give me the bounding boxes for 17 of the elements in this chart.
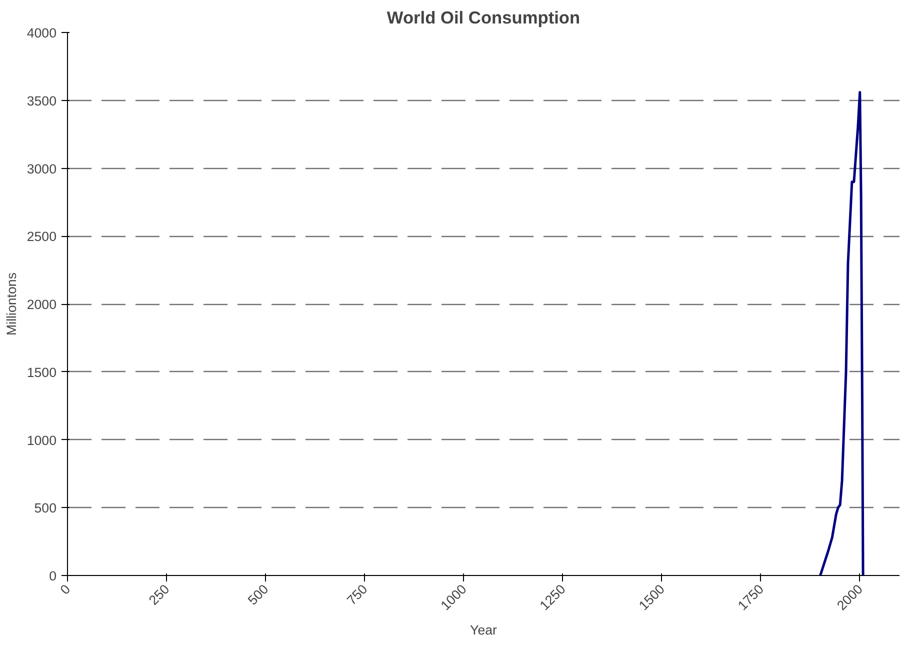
y-tick-label: 3500 bbox=[26, 93, 57, 108]
y-tick-label: 2500 bbox=[26, 229, 57, 244]
y-tick-label: 4000 bbox=[26, 26, 57, 40]
y-axis-title: Milliontons bbox=[4, 272, 19, 336]
y-tick-label: 0 bbox=[49, 568, 57, 584]
x-axis-title: Year bbox=[470, 622, 498, 638]
y-tick-label: 500 bbox=[34, 500, 57, 516]
x-tick-label: 500 bbox=[244, 582, 272, 608]
line-series bbox=[819, 90, 864, 576]
y-tick-label: 3000 bbox=[26, 161, 57, 176]
chart-title: World Oil Consumption bbox=[386, 8, 580, 28]
x-tick-label: 750 bbox=[344, 582, 370, 608]
x-tick-label: 0 bbox=[57, 582, 74, 598]
y-tick-label: 1000 bbox=[26, 432, 57, 448]
x-tick-label: 250 bbox=[146, 582, 172, 608]
y-tick-label: 1500 bbox=[26, 364, 57, 380]
y-tick-label: 2000 bbox=[26, 297, 57, 312]
